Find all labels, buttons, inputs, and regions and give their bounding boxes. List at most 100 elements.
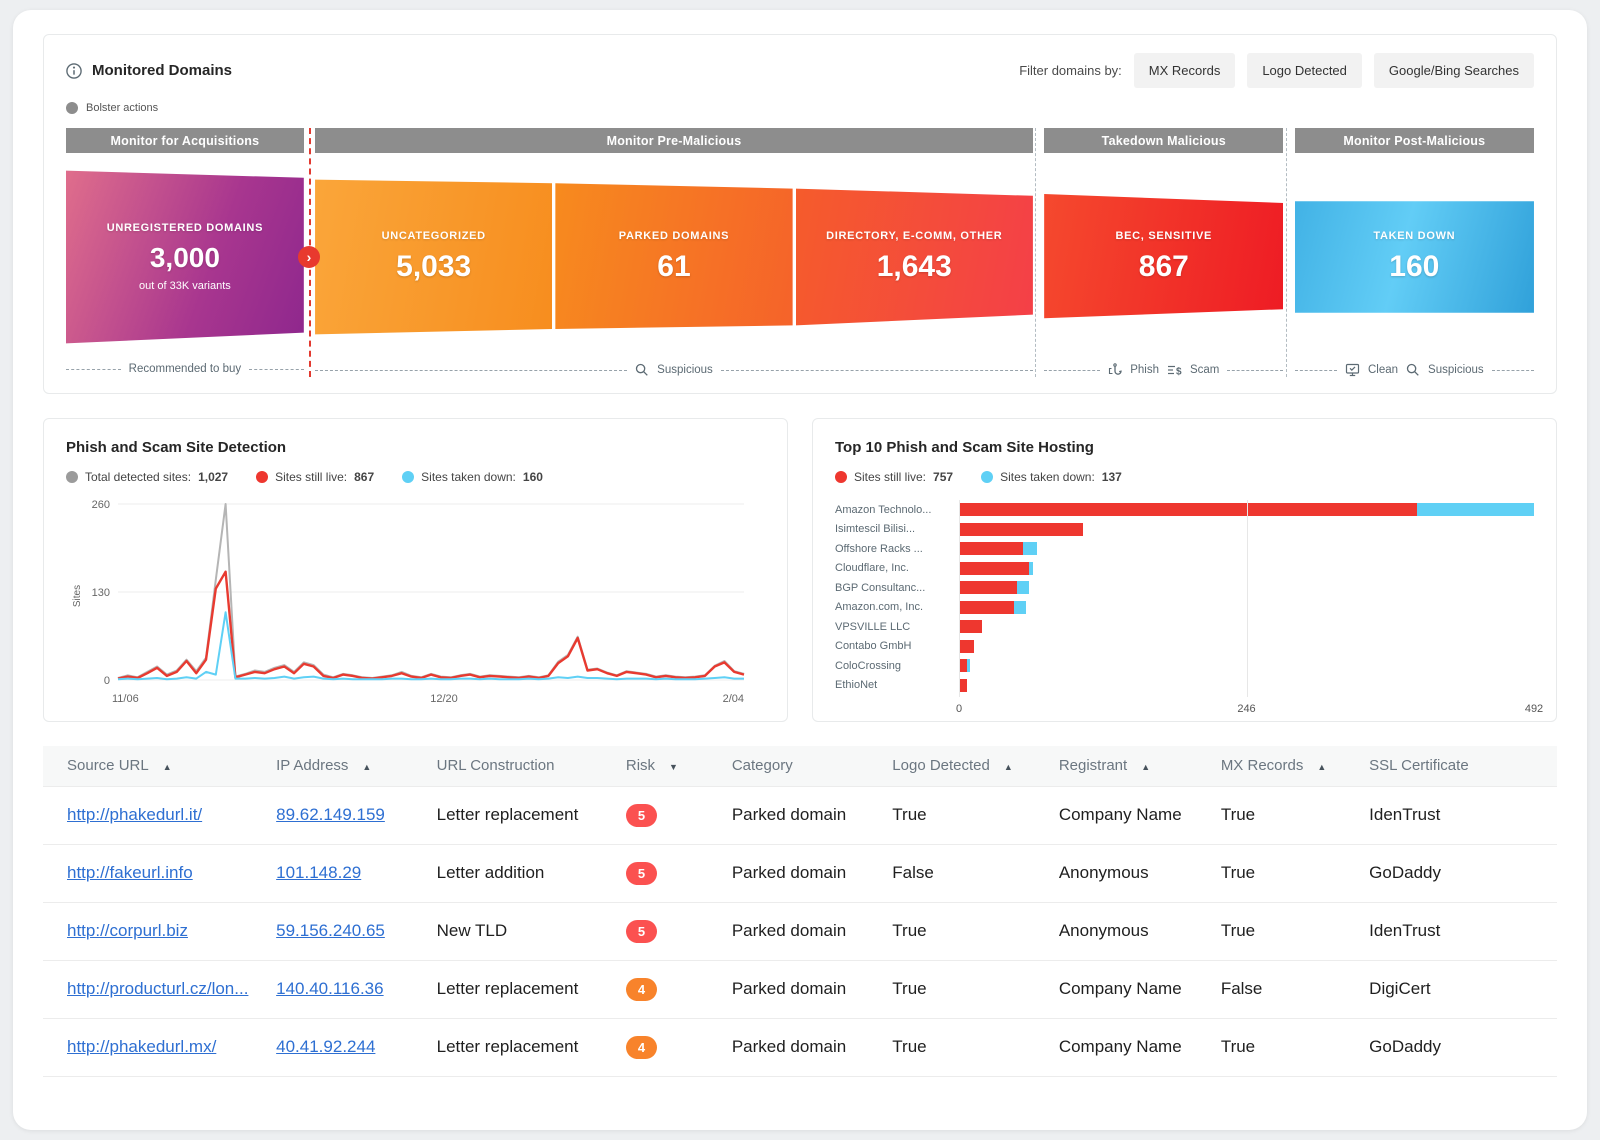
sort-desc-icon[interactable]: ▼ [669,762,678,773]
bar-sites-still-live[interactable] [959,581,1018,595]
table-header-mx-records[interactable]: MX Records ▲ [1220,746,1370,786]
url-construction-cell: Letter replacement [436,959,626,1018]
bar-sites-still-live[interactable] [959,561,1030,575]
funnel-segment-uncategorized[interactable]: UNCATEGORIZED 5,033 [315,179,553,335]
legend-sites-live: Sites still live: 867 [256,470,374,484]
table-header-ip-address[interactable]: IP Address ▲ [276,746,437,786]
bar-sites-still-live[interactable] [959,678,968,692]
logo-detected-cell: True [892,785,1059,844]
suspicious-label: Suspicious [1428,364,1484,376]
bar-sites-taken-down[interactable] [1029,561,1033,575]
funnel-segment-parked[interactable]: PARKED DOMAINS 61 [555,183,793,329]
bar-category-label: Isimtescil Bilisi... [835,523,916,536]
table-header-url-construction[interactable]: URL Construction [436,746,626,786]
y-axis-label: Sites [72,585,83,607]
ssl-certificate-cell: IdenTrust [1369,785,1557,844]
source-url-link[interactable]: http://corpurl.biz [67,921,188,940]
funnel: › Monitor for Acquisitions UNREGISTERED … [66,128,1534,377]
funnel-group-header: Monitor Pre-Malicious [315,128,1033,153]
table-header-registrant[interactable]: Registrant ▲ [1058,746,1221,786]
mx-records-cell: False [1220,959,1370,1018]
funnel-segment-bec-sensitive[interactable]: BEC, SENSITIVE 867 [1044,194,1284,319]
bar-row: Cloudflare, Inc. [835,559,1534,579]
bar-sites-still-live[interactable] [959,639,975,653]
ip-address-link[interactable]: 89.62.149.159 [276,805,385,824]
funnel-group-header: Monitor Post-Malicious [1294,128,1534,153]
scam-icon: $ [1167,365,1182,377]
risk-cell: 5 [625,785,732,844]
filter-mx-records-button[interactable]: MX Records [1133,53,1236,88]
bar-sites-still-live[interactable] [959,503,1418,517]
legend-value: 160 [522,470,543,484]
bar-sites-taken-down[interactable] [1017,581,1030,595]
table-header-source-url[interactable]: Source URL ▲ [43,746,277,786]
mx-records-cell: True [1220,901,1370,960]
table-header-category[interactable]: Category [731,746,893,786]
bar-sites-taken-down[interactable] [1417,503,1534,517]
legend-label: Sites taken down: [1000,470,1095,484]
segment-title: BEC, SENSITIVE [1115,230,1213,242]
table-header-ssl-certificate[interactable]: SSL Certificate [1369,746,1557,786]
segment-value: 867 [1138,250,1189,283]
bar-category-label: Contabo GmbH [835,640,912,653]
bar-sites-still-live[interactable] [959,659,968,673]
funnel-segment-directory[interactable]: DIRECTORY, E-COMM, OTHER 1,643 [795,188,1033,326]
source-url-link[interactable]: http://fakeurl.info [67,863,193,882]
ssl-certificate-cell: DigiCert [1369,959,1557,1018]
filter-google-bing-button[interactable]: Google/Bing Searches [1373,53,1534,88]
bar-sites-still-live[interactable] [959,542,1024,556]
bar-sites-taken-down[interactable] [967,659,970,673]
sort-asc-icon[interactable]: ▲ [1317,762,1327,773]
bar-row: ColoCrossing [835,656,1534,676]
legend-value: 137 [1101,470,1122,484]
category-cell: Parked domain [731,785,893,844]
source-url-link[interactable]: http://producturl.cz/lon... [67,979,249,998]
table-header-logo-detected[interactable]: Logo Detected ▲ [892,746,1059,786]
ip-address-link[interactable]: 101.148.29 [276,863,362,882]
segment-title: UNREGISTERED DOMAINS [106,222,264,234]
table-row: http://phakedurl.mx/40.41.92.244 Letter r… [43,1017,1557,1077]
funnel-divider-gray-1 [1034,128,1036,377]
bar-row: Contabo GmbH [835,637,1534,657]
funnel-segment-unregistered[interactable]: UNREGISTERED DOMAINS 3,000 out of 33K va… [66,170,304,344]
line-series-sites-still-live [117,570,745,680]
sort-asc-icon[interactable]: ▲ [1141,762,1151,773]
bar-sites-taken-down[interactable] [1023,542,1038,556]
bar-category-label: ColoCrossing [835,659,902,672]
source-url-link[interactable]: http://phakedurl.mx/ [67,1037,217,1056]
ip-address-link[interactable]: 40.41.92.244 [276,1037,376,1056]
legend-value: 867 [354,470,375,484]
funnel-segment-taken-down[interactable]: TAKEN DOWN 160 [1294,201,1534,313]
logo-detected-cell: True [892,901,1059,960]
table-row: http://fakeurl.info 101.148.29 Letter addi… [43,843,1557,902]
bar-category-label: Amazon Technolo... [835,503,932,516]
ssl-certificate-cell: GoDaddy [1369,1017,1557,1077]
bar-category-label: Offshore Racks ... [835,542,923,555]
segment-title: DIRECTORY, E-COMM, OTHER [826,230,1003,242]
source-url-link-cell: http://corpurl.biz [43,901,277,960]
bar-row: Amazon Technolo... [835,500,1534,520]
bar-sites-still-live[interactable] [959,620,983,634]
bar-sites-taken-down[interactable] [1013,600,1026,614]
filter-label: Filter domains by: [1019,63,1122,78]
info-icon[interactable] [66,62,82,79]
ip-address-link[interactable]: 140.40.116.36 [276,979,384,998]
table-header-risk[interactable]: Risk ▼ [625,746,732,786]
source-url-link[interactable]: http://phakedurl.it/ [67,805,203,824]
ip-address-link[interactable]: 59.156.240.65 [276,921,385,940]
bar-sites-still-live[interactable] [959,600,1014,614]
funnel-group-acquisitions: Monitor for Acquisitions UNREGISTERED DO… [66,128,304,377]
line-series-total-detected-sites [117,503,745,679]
sort-asc-icon[interactable]: ▲ [362,762,372,773]
sort-asc-icon[interactable]: ▲ [1003,762,1013,773]
bar-sites-still-live[interactable] [959,522,1083,536]
funnel-group-pre-malicious: Monitor Pre-Malicious UNCATEGORIZED 5,03… [315,128,1033,377]
filter-logo-detected-button[interactable]: Logo Detected [1247,53,1362,88]
line-chart[interactable]: 260 130 0 Sites 11/06 12/20 2/04 [66,488,756,710]
bar-track [959,620,1534,634]
sort-asc-icon[interactable]: ▲ [162,762,172,773]
bar-chart[interactable]: Amazon Technolo... Isimtescil Bilisi... Of… [835,500,1543,719]
source-url-link-cell: http://fakeurl.info [43,843,277,902]
ip-address-link-cell: 101.148.29 [276,843,437,902]
funnel-next-arrow-icon[interactable]: › [297,246,320,268]
